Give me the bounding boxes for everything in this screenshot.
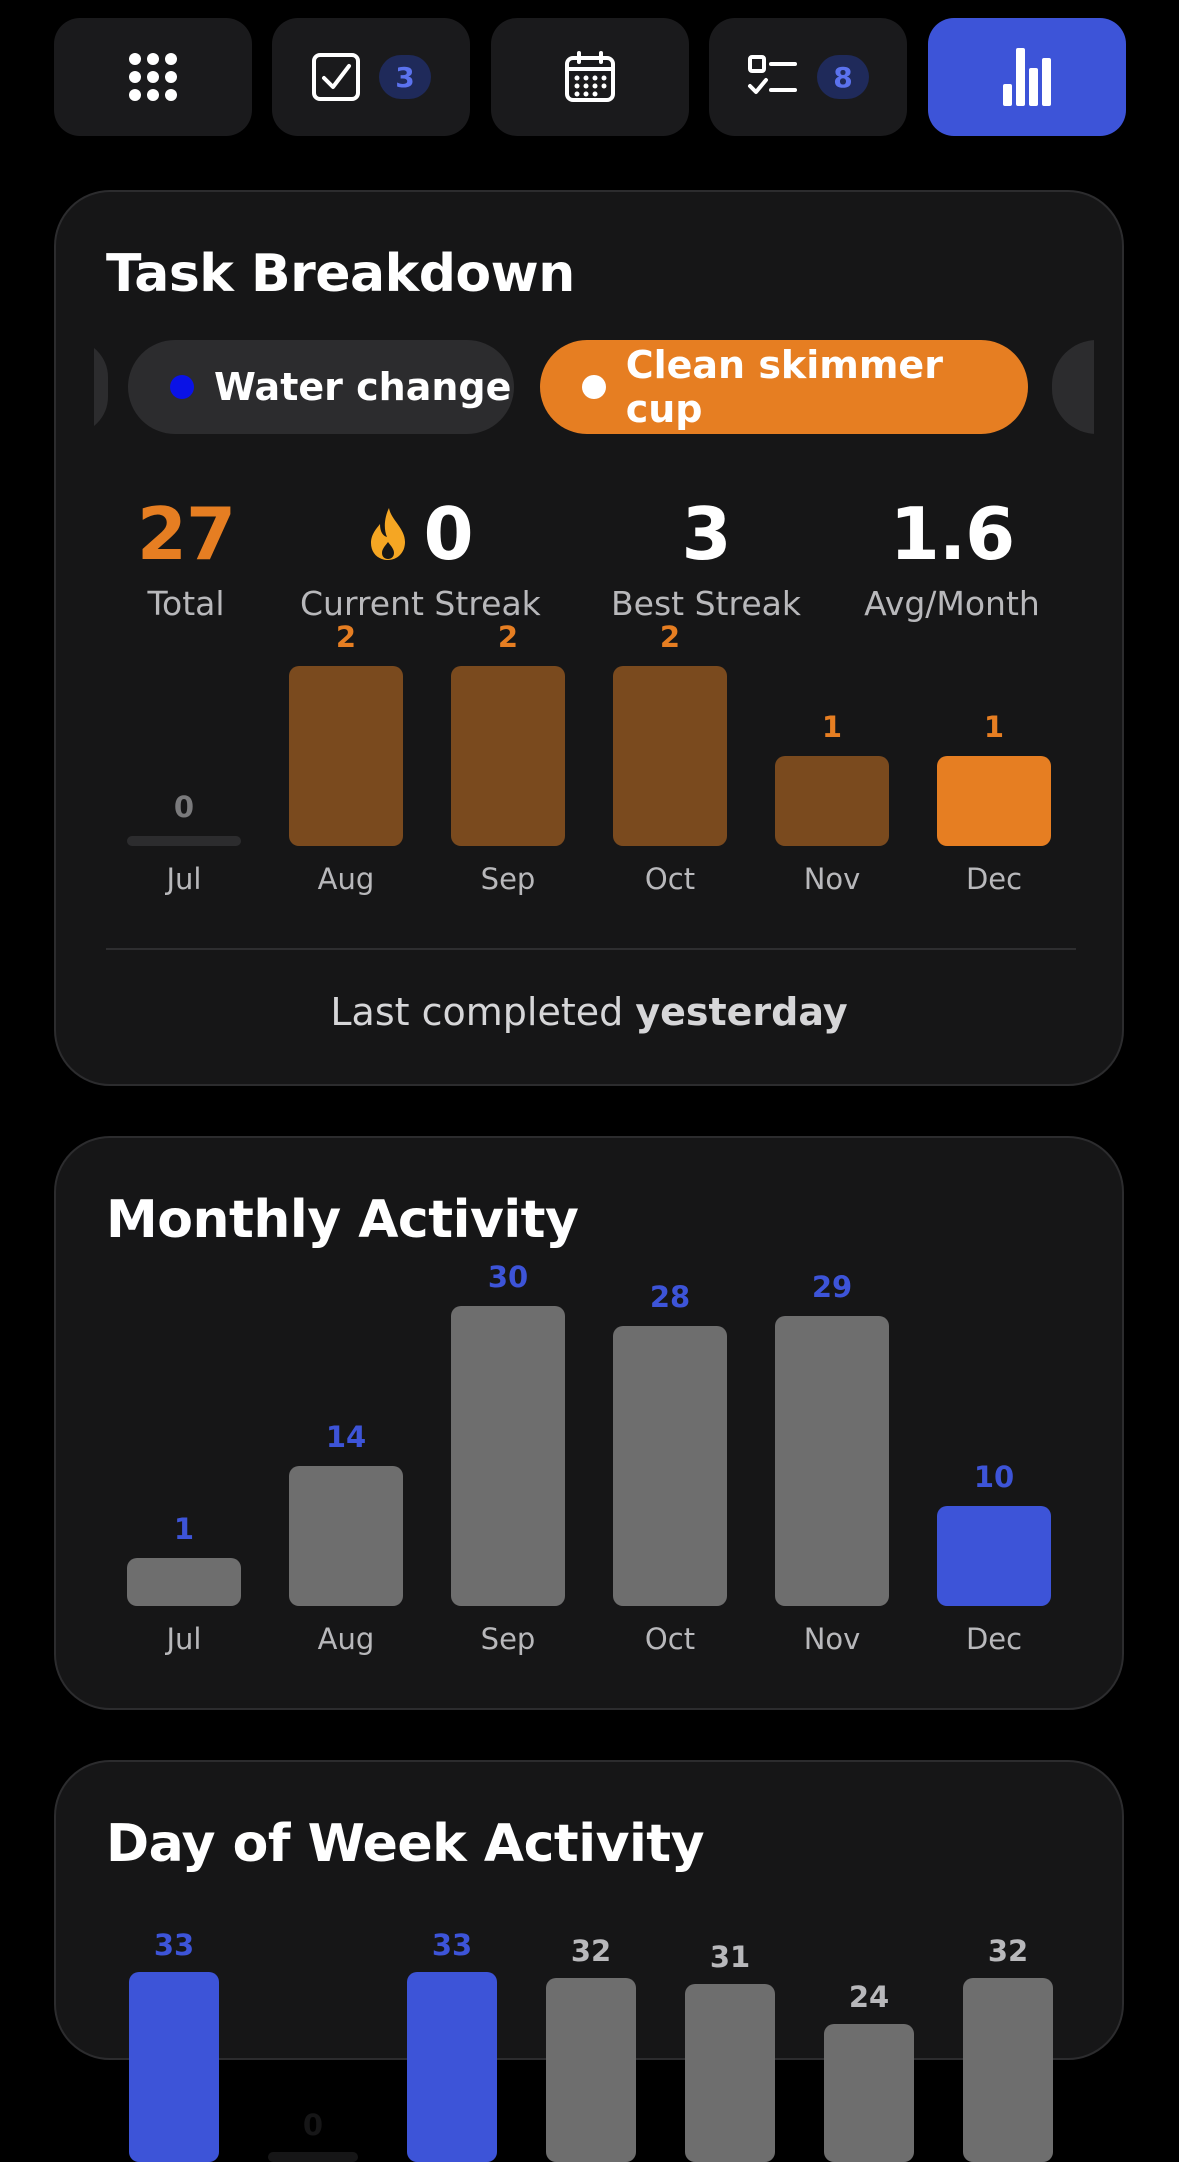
chart-bar-value-label: 2 — [659, 620, 681, 654]
stat-current-streak-value: 0 — [423, 492, 473, 576]
chart-bar — [289, 666, 403, 846]
chart-category-label: Sep — [480, 1622, 536, 1656]
chart-category-label: Aug — [317, 1622, 375, 1656]
chart-category-label: Dec — [965, 862, 1023, 896]
last-completed-value: yesterday — [635, 990, 848, 1034]
chart-bar — [268, 2152, 358, 2162]
chart-bar-value-label: 24 — [848, 1979, 890, 2014]
chart-bar — [937, 1506, 1051, 1606]
chart-category-label: Sep — [480, 862, 536, 896]
chip-color-dot — [170, 375, 194, 399]
chart-category-label: Jul — [166, 1622, 202, 1656]
monthly-activity-title: Monthly Activity — [106, 1190, 579, 1250]
chart-bar — [407, 1972, 497, 2162]
stat-best-streak-label: Best Streak — [611, 584, 801, 623]
chart-bar-value-label: 33 — [431, 1928, 473, 1962]
stat-current-streak: 0 Current Streak — [300, 492, 541, 623]
chart-bar-value-label: 10 — [973, 1460, 1015, 1494]
task-breakdown-card: Task Breakdown Water change Clean skimme… — [54, 190, 1124, 1086]
monthly-activity-card: Monthly Activity 1 Jul 14 Aug 30 Sep 28 Oct 29 No… — [54, 1136, 1124, 1710]
stat-best-streak-value: 3 — [681, 492, 731, 576]
chart-bar-value-label: 0 — [302, 2108, 324, 2142]
last-completed-prefix: Last completed — [330, 990, 624, 1034]
monthly-activity-bar-chart: 1 Jul 14 Aug 30 Sep 28 Oct 29 Nov 10 Dec — [56, 1138, 1122, 1708]
nav-checklist-button[interactable]: 8 — [709, 18, 907, 136]
chart-bar — [824, 2023, 914, 2162]
chart-bar-value-label: 33 — [153, 1928, 195, 1962]
grid-icon — [129, 53, 177, 101]
chart-bar-value-label: 29 — [811, 1270, 853, 1304]
day-of-week-bar-chart: 33 0 33 32 31 24 32 — [56, 1762, 1122, 2162]
chart-category-label: Nov — [803, 862, 861, 896]
chart-bar-value-label: 31 — [709, 1939, 751, 1974]
chart-bar — [127, 1558, 241, 1606]
chart-bar — [613, 1326, 727, 1606]
flame-icon — [371, 508, 406, 560]
nav-stats-button[interactable] — [928, 18, 1126, 136]
chart-bar — [129, 1972, 219, 2162]
bar-chart-icon — [1003, 48, 1051, 106]
chart-bar-value-label: 30 — [487, 1260, 529, 1294]
chart-bar-value-label: 2 — [335, 620, 357, 654]
chart-bar-value-label: 1 — [983, 710, 1005, 744]
chart-category-label: Dec — [965, 1622, 1023, 1656]
chart-bar-value-label: 1 — [173, 1512, 195, 1546]
stat-best-streak: 3 Best Streak — [606, 498, 806, 623]
card-divider — [106, 948, 1076, 950]
chart-bar — [775, 756, 889, 846]
chart-bar — [613, 666, 727, 846]
checklist-icon — [748, 55, 797, 94]
nav-grid-button[interactable] — [54, 18, 252, 136]
chart-bar-value-label: 14 — [325, 1420, 367, 1454]
task-monthly-bar-chart: 0 Jul 2 Aug 2 Sep 2 Oct 1 Nov 1 Dec — [56, 192, 1122, 912]
chart-category-label: Nov — [803, 1622, 861, 1656]
stat-avg-month: 1.6 Avg/Month — [852, 498, 1052, 623]
stat-total-label: Total — [147, 584, 225, 623]
chart-bar-value-label: 1 — [821, 710, 843, 744]
chart-bar — [685, 1983, 775, 2162]
chip-water-change[interactable]: Water change — [128, 340, 514, 434]
chart-bar — [451, 666, 565, 846]
chart-bar-value-label: 28 — [649, 1280, 691, 1314]
nav-calendar-button[interactable] — [491, 18, 689, 136]
last-completed-text: Last completed yesterday — [56, 990, 1122, 1034]
chart-category-label: Oct — [644, 862, 696, 896]
nav-tasks-button[interactable]: 3 — [272, 18, 470, 136]
chart-bar — [963, 1977, 1053, 2162]
chip-color-dot — [582, 375, 606, 399]
stat-avg-month-value: 1.6 — [889, 492, 1016, 576]
stat-total-value: 27 — [136, 492, 236, 576]
chart-category-label: Oct — [644, 1622, 696, 1656]
task-chip-row[interactable]: Water change Clean skimmer cup — [94, 340, 1094, 436]
tasks-count-badge: 3 — [379, 55, 431, 99]
chart-bar — [937, 756, 1051, 846]
day-of-week-card: Day of Week Activity 33 0 33 32 31 24 32 — [54, 1760, 1124, 2162]
stat-total: 27 Total — [116, 498, 256, 623]
checklist-count-badge: 8 — [817, 55, 869, 99]
chart-bar — [127, 836, 241, 846]
top-nav: 3 8 — [54, 18, 1126, 136]
day-of-week-title: Day of Week Activity — [106, 1814, 705, 1874]
chart-bar — [289, 1466, 403, 1606]
stat-avg-month-label: Avg/Month — [864, 584, 1040, 623]
chart-bar-value-label: 32 — [987, 1933, 1029, 1968]
chart-bar — [775, 1316, 889, 1606]
chip-label: Water change — [214, 365, 512, 409]
chart-category-label: Jul — [166, 862, 202, 896]
task-breakdown-title: Task Breakdown — [106, 244, 575, 304]
calendar-icon — [565, 51, 615, 102]
chart-bar — [451, 1306, 565, 1606]
chart-bar-value-label: 32 — [570, 1933, 612, 1968]
chart-bar-value-label: 2 — [497, 620, 519, 654]
chip-label: Clean skimmer cup — [625, 343, 943, 431]
checkbox-icon — [312, 53, 360, 101]
chart-category-label: Aug — [317, 862, 375, 896]
chip-partial-left[interactable] — [94, 340, 108, 434]
chip-clean-skimmer-cup[interactable]: Clean skimmer cup — [540, 340, 1028, 434]
chart-bar-value-label: 0 — [173, 790, 195, 824]
chart-bar — [546, 1977, 636, 2162]
stat-current-streak-label: Current Streak — [300, 584, 541, 623]
